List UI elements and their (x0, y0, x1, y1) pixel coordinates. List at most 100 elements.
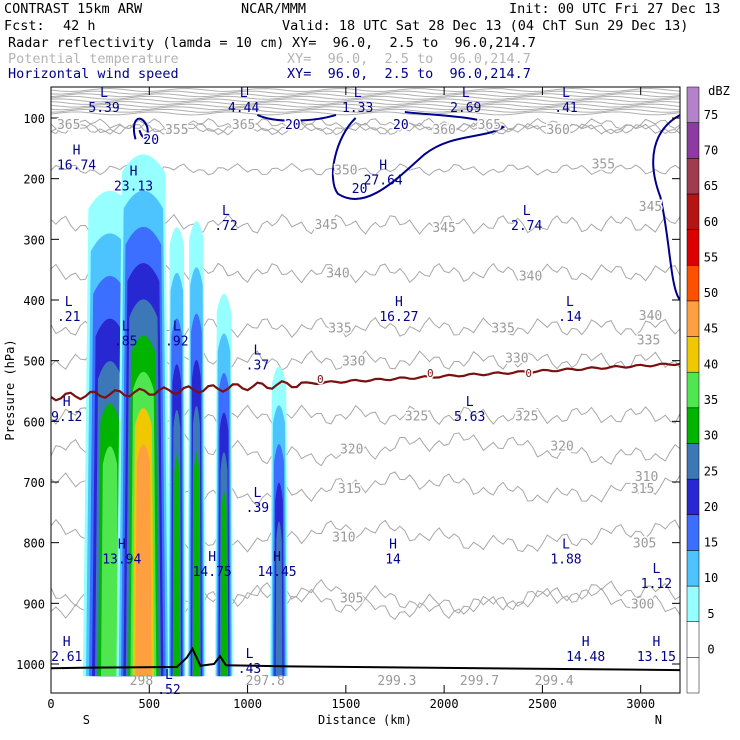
theta-contour-label: 305 (340, 591, 363, 606)
extremum-value: .43 (238, 662, 261, 677)
extremum-marker: H (73, 143, 81, 158)
theta-contour-label: 305 (633, 537, 656, 552)
extremum-value: 16.74 (57, 158, 96, 173)
theta-contour-label: 345 (314, 218, 337, 233)
reflectivity-cell-3 (173, 455, 180, 677)
y-axis-title: Pressure (hPa) (3, 339, 17, 440)
extremum-marker: L (566, 295, 574, 310)
colorbar-level-label: 25 (704, 464, 718, 478)
terrain-line (51, 646, 680, 672)
wind-contour-label: 20 (285, 118, 301, 133)
wind-contour-label: 20 (393, 118, 409, 133)
extremum-value: 23.13 (114, 180, 153, 195)
field2-xy: XY= 96.0, 2.5 to 96.0,214.7 (287, 51, 531, 67)
x-end-label-south: S (83, 713, 90, 727)
extremum-marker: L (65, 295, 73, 310)
colorbar-level-label: 45 (704, 322, 718, 336)
colorbar-swatch (686, 621, 700, 658)
colorbar-level-label: 65 (704, 179, 718, 193)
reflectivity-cell-6 (275, 521, 283, 677)
wind-contour-20 (133, 117, 149, 140)
extremum-value: 13.15 (637, 650, 676, 665)
freezing-level-label: 0 (525, 367, 532, 380)
colorbar-swatch (686, 514, 700, 551)
field2-name: Potential temperature (8, 51, 179, 67)
extremum-marker: H (652, 635, 660, 650)
extremum-marker: L (122, 319, 130, 334)
colorbar-level-label: 0 (707, 643, 714, 657)
x-tick-label: 2500 (528, 697, 557, 711)
y-tick-label: 400 (23, 294, 45, 308)
extremum-marker: H (273, 550, 281, 565)
colorbar-swatch (686, 336, 700, 373)
wind-contour-label: 20 (352, 182, 368, 197)
field3-name: Horizontal wind speed (8, 66, 179, 82)
extremum-value: .72 (214, 219, 237, 234)
extremum-marker: H (582, 635, 590, 650)
theta-contour-label: 345 (432, 221, 455, 236)
theta-contour-label: 320 (340, 443, 363, 458)
extremum-value: .14 (558, 310, 582, 325)
x-tick-label: 3000 (626, 697, 655, 711)
extremum-value: 14.75 (193, 565, 232, 580)
extremum-marker: L (246, 647, 254, 662)
extremum-marker: H (63, 635, 71, 650)
model-name: CONTRAST 15km ARW (4, 1, 143, 17)
extremum-marker: L (462, 86, 470, 101)
reflectivity-cell-5 (220, 491, 228, 677)
extremum-value: 27.64 (364, 174, 403, 189)
theta-contour-upper (51, 95, 680, 100)
theta-contour-label: 335 (328, 321, 351, 336)
theta-contour-label: 340 (519, 270, 542, 285)
surface-theta-label: 297.8 (246, 674, 285, 689)
field1-xy: XY= 96.0, 2.5 to 96.0,214.7 (292, 35, 536, 51)
extremum-value: 9.12 (51, 410, 82, 425)
x-tick-label: 0 (47, 697, 54, 711)
reflectivity-cell-4 (193, 452, 200, 677)
theta-contour-label: 320 (550, 440, 573, 455)
extremum-value: .39 (246, 501, 269, 516)
extremum-marker: L (173, 319, 181, 334)
y-tick-label: 200 (23, 173, 45, 187)
theta-contour-upper (51, 98, 680, 103)
institution: NCAR/MMM (241, 1, 307, 17)
colorbar-level-label: 55 (704, 250, 718, 264)
colorbar-swatch (686, 193, 700, 230)
x-tick-label: 1500 (331, 697, 360, 711)
x-tick-label: 1000 (233, 697, 262, 711)
field3-xy: XY= 96.0, 2.5 to 96.0,214.7 (287, 66, 531, 82)
theta-contour-upper (51, 87, 680, 93)
colorbar-swatch (686, 86, 700, 123)
colorbar-level-label: 75 (704, 108, 718, 122)
theta-contour-label: 335 (637, 333, 660, 348)
colorbar-level-label: 20 (704, 500, 718, 514)
freezing-level-line (51, 362, 680, 402)
extremum-marker: L (562, 538, 570, 553)
theta-contour-upper (51, 93, 680, 98)
theta-contour-label: 325 (515, 409, 538, 424)
colorbar-level-label: 10 (704, 571, 718, 585)
theta-contour-upper (51, 100, 680, 106)
surface-theta-label: 299.3 (377, 674, 416, 689)
theta-contour-label: 365 (232, 118, 255, 133)
extremum-marker: L (253, 486, 261, 501)
y-tick-label: 900 (23, 597, 45, 611)
theta-contour-label: 325 (405, 409, 428, 424)
extremum-value: .37 (246, 359, 269, 374)
theta-contour-upper (51, 111, 680, 116)
x-end-label-north: N (655, 713, 662, 727)
theta-contour-label: 360 (432, 123, 455, 138)
colorbar-swatch (686, 478, 700, 516)
valid-time: Valid: 18 UTC Sat 28 Dec 13 (04 ChT Sun … (282, 18, 689, 34)
wind-contour-20 (331, 110, 506, 201)
extremum-marker: L (562, 86, 570, 101)
theta-contour-label: 300 (631, 597, 654, 612)
forecast-label: Fcst: (4, 18, 45, 34)
theta-contour-upper (51, 103, 680, 108)
colorbar-swatch (686, 407, 700, 444)
y-tick-label: 600 (23, 415, 45, 429)
y-tick-label: 300 (23, 233, 45, 247)
wind-contour-20 (652, 114, 680, 301)
colorbar-units: dBZ (708, 84, 730, 98)
colorbar-level-label: 30 (704, 429, 718, 443)
